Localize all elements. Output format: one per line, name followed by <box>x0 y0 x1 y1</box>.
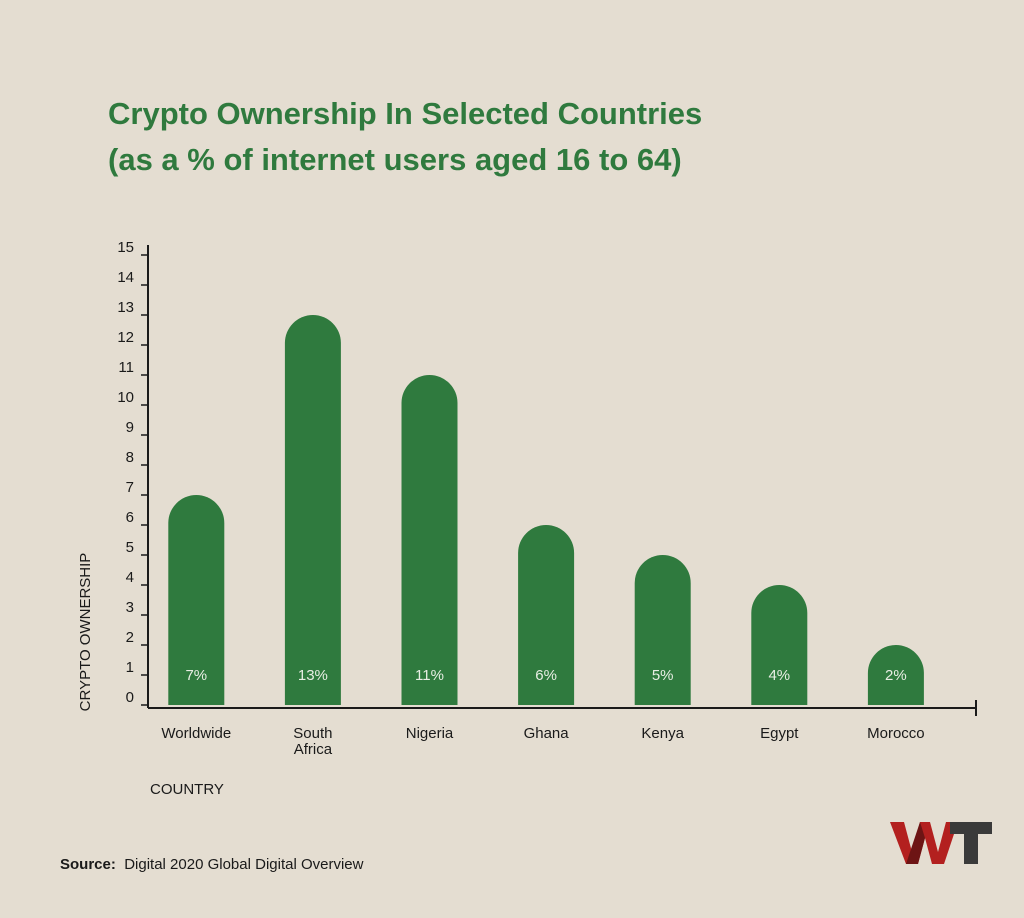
y-axis-label: CRYPTO OWNERSHIP <box>77 553 94 712</box>
source-text: Digital 2020 Global Digital Overview <box>124 856 364 873</box>
value-label: 6% <box>535 667 557 684</box>
y-tick-label: 3 <box>126 599 134 616</box>
y-tick-label: 12 <box>117 329 134 346</box>
bar <box>634 555 691 705</box>
x-tick-label: Ghana <box>523 725 569 742</box>
y-tick-label: 0 <box>126 689 134 706</box>
x-tick-label: Morocco <box>867 725 925 742</box>
y-tick-label: 6 <box>126 509 134 526</box>
y-tick-label: 4 <box>126 569 134 586</box>
value-label: 7% <box>185 667 207 684</box>
logo <box>890 822 992 864</box>
footer: Source: Digital 2020 Global Digital Over… <box>60 856 363 873</box>
value-label: 11% <box>415 667 444 684</box>
x-axis-label: COUNTRY <box>150 781 224 798</box>
x-tick-label: South Africa <box>293 725 333 758</box>
value-label: 4% <box>768 667 790 684</box>
value-label: 13% <box>298 667 328 684</box>
value-label: 2% <box>885 667 907 684</box>
bar <box>751 585 808 705</box>
y-tick-label: 11 <box>118 359 134 376</box>
y-tick-label: 1 <box>126 659 134 676</box>
bar <box>168 495 225 705</box>
y-tick-label: 5 <box>126 539 134 556</box>
bar <box>401 375 458 705</box>
x-tick-label: Kenya <box>641 725 684 742</box>
y-tick-label: 9 <box>126 419 134 436</box>
x-tick-label: Nigeria <box>405 725 454 742</box>
y-tick-label: 15 <box>117 239 134 256</box>
y-tick-label: 14 <box>117 269 134 286</box>
bar <box>867 645 924 705</box>
chart-title: Crypto Ownership In Selected Countries <box>108 96 702 131</box>
x-tick-label: Egypt <box>760 725 799 742</box>
y-tick-label: 10 <box>117 389 134 406</box>
chart-subtitle: (as a % of internet users aged 16 to 64) <box>108 142 682 177</box>
y-tick-label: 7 <box>126 479 134 496</box>
value-label: 5% <box>652 667 674 684</box>
y-tick-label: 13 <box>117 299 134 316</box>
bar <box>284 315 341 705</box>
x-tick-label: Worldwide <box>161 725 232 742</box>
y-tick-label: 8 <box>126 449 134 466</box>
y-tick-label: 2 <box>126 629 134 646</box>
source-label: Source: <box>60 856 116 873</box>
bar <box>518 525 575 705</box>
